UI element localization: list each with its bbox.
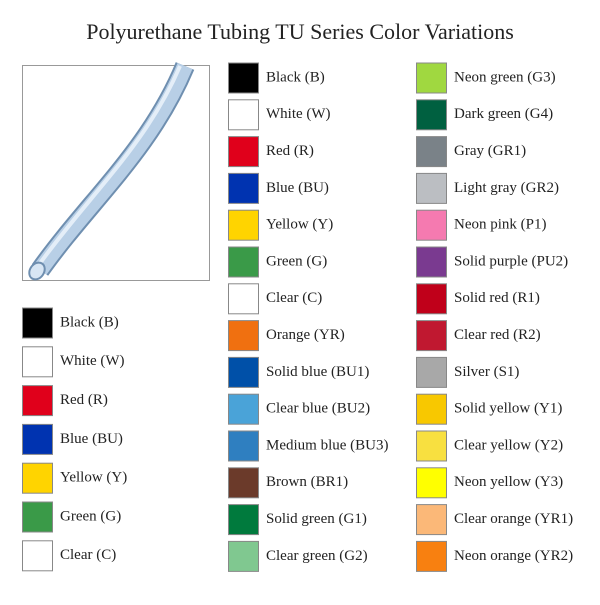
- color-swatch: [228, 467, 259, 499]
- color-swatch: [228, 62, 259, 94]
- color-label: Clear green (G2): [266, 548, 368, 564]
- color-swatch: [416, 99, 447, 131]
- color-label: Solid red (R1): [454, 290, 540, 306]
- color-swatch: [228, 99, 259, 131]
- color-label: Light gray (GR2): [454, 180, 559, 196]
- color-label: Red (R): [266, 143, 314, 159]
- color-swatch: [416, 356, 447, 388]
- color-label: Black (B): [60, 314, 119, 330]
- color-label: Solid blue (BU1): [266, 364, 369, 380]
- color-swatch: [22, 385, 53, 417]
- color-label: Green (G): [266, 253, 327, 269]
- color-swatch: [228, 209, 259, 241]
- title: Polyurethane Tubing TU Series Color Vari…: [86, 19, 514, 44]
- color-swatch: [228, 172, 259, 204]
- color-swatch: [416, 320, 447, 352]
- color-label: Brown (BR1): [266, 474, 348, 490]
- color-label: Clear blue (BU2): [266, 401, 370, 417]
- color-swatch: [416, 467, 447, 499]
- color-label: Gray (GR1): [454, 143, 526, 159]
- color-swatch: [416, 393, 447, 425]
- tube-highlight: [36, 65, 182, 268]
- color-label: Clear (C): [60, 547, 116, 563]
- color-swatch: [22, 462, 53, 494]
- tube-image: [22, 62, 210, 281]
- color-swatch: [22, 423, 53, 455]
- color-label: Black (B): [266, 69, 325, 85]
- color-label: White (W): [60, 353, 125, 369]
- color-label: Clear red (R2): [454, 327, 541, 343]
- color-swatch: [416, 283, 447, 315]
- color-swatch: [228, 320, 259, 352]
- color-swatch: [416, 246, 447, 278]
- color-label: Neon green (G3): [454, 69, 556, 85]
- color-label: Medium blue (BU3): [266, 437, 388, 453]
- color-label: Clear orange (YR1): [454, 511, 573, 527]
- color-swatch: [416, 209, 447, 241]
- color-swatch: [228, 283, 259, 315]
- color-swatch: [22, 346, 53, 378]
- swatch-list: Black (B) White (W) Red (R) Blue (BU) Yellow…: [22, 62, 573, 572]
- color-swatch: [416, 430, 447, 462]
- color-label: Blue (BU): [60, 431, 123, 447]
- color-swatch: [228, 540, 259, 572]
- color-swatch: [228, 393, 259, 425]
- tube-body: [33, 62, 193, 275]
- color-swatch: [416, 172, 447, 204]
- color-label: Neon pink (P1): [454, 217, 547, 233]
- color-swatch: [228, 246, 259, 278]
- color-swatch: [228, 356, 259, 388]
- tube-end: [28, 261, 46, 281]
- color-swatch: [416, 62, 447, 94]
- color-label: Clear (C): [266, 290, 322, 306]
- color-swatch: [22, 501, 53, 533]
- color-label: Red (R): [60, 392, 108, 408]
- color-label: Neon yellow (Y3): [454, 474, 563, 490]
- color-label: Dark green (G4): [454, 106, 553, 122]
- color-label: Solid green (G1): [266, 511, 367, 527]
- color-swatch: [228, 504, 259, 536]
- color-label: Solid yellow (Y1): [454, 401, 562, 417]
- color-label: White (W): [266, 106, 331, 122]
- color-label: Blue (BU): [266, 180, 329, 196]
- color-swatch: [416, 504, 447, 536]
- color-label: Yellow (Y): [60, 470, 127, 486]
- color-label: Orange (YR): [266, 327, 345, 343]
- color-swatch: [228, 430, 259, 462]
- color-label: Yellow (Y): [266, 217, 333, 233]
- color-swatch: [228, 136, 259, 168]
- color-label: Clear yellow (Y2): [454, 437, 563, 453]
- color-label: Silver (S1): [454, 364, 519, 380]
- color-swatch: [416, 540, 447, 572]
- color-swatch: [416, 136, 447, 168]
- color-label: Green (G): [60, 508, 121, 524]
- color-swatch: [22, 307, 53, 339]
- color-label: Neon orange (YR2): [454, 548, 573, 564]
- color-label: Solid purple (PU2): [454, 253, 568, 269]
- color-swatch: [22, 540, 53, 572]
